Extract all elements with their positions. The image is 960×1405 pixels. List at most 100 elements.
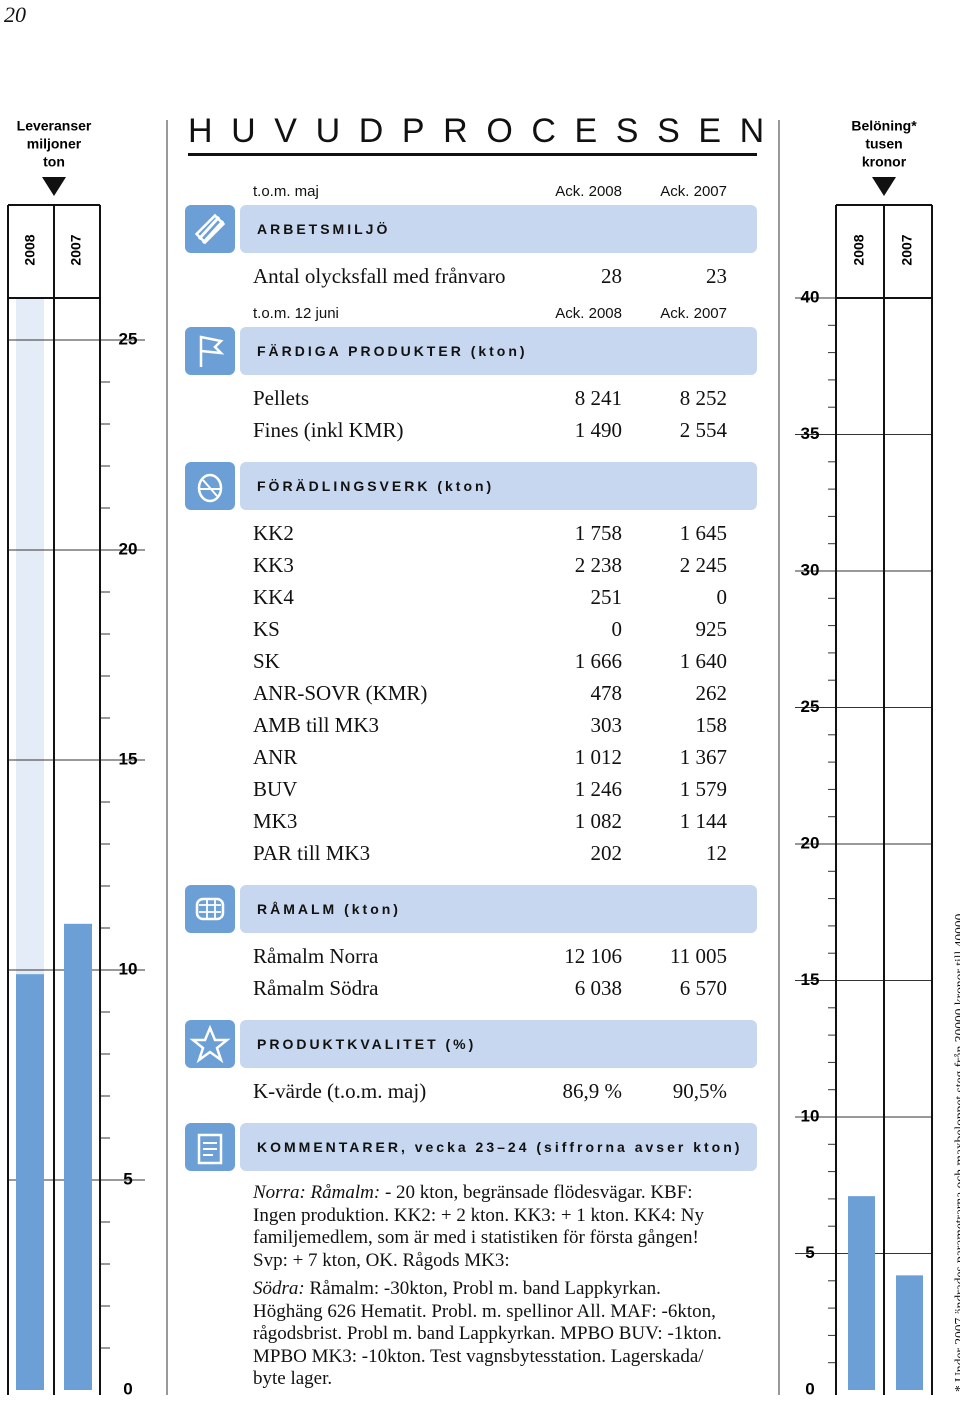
gauge-title: Belöning*: [851, 118, 917, 134]
comment-lead: Södra:: [253, 1278, 305, 1299]
gauge-title: tusen: [865, 136, 902, 152]
icon: [197, 1133, 223, 1165]
gauge-title: kronor: [862, 154, 907, 170]
row-label: KK2: [253, 521, 294, 545]
row-value: 1 490: [574, 418, 622, 442]
row-value: 1 012: [574, 745, 622, 769]
section-banner: PRODUKTKVALITET (%): [240, 1020, 757, 1068]
comment-text: Råmalm: -30kton, Probl m. band Lappkyrka…: [253, 1278, 722, 1389]
category-label: 2008: [851, 234, 867, 265]
section-icon: [185, 327, 235, 375]
bar: [64, 923, 92, 1390]
row-value: 12: [706, 841, 727, 865]
row-value: 1 640: [679, 649, 727, 673]
row-value: 158: [695, 713, 728, 737]
row-value: 478: [590, 681, 623, 705]
y-tick-label: 20: [801, 833, 820, 852]
row-value: 6 038: [574, 976, 622, 1000]
row-value: 1 579: [679, 777, 727, 801]
row-label: KK4: [253, 585, 294, 609]
section-banner: RÅMALM (kton): [240, 885, 757, 933]
section-banner: KOMMENTARER, vecka 23–24 (siffrorna avse…: [240, 1123, 757, 1171]
y-tick-label: 25: [119, 329, 138, 348]
gauge-title: miljoner: [27, 136, 82, 152]
y-tick-label: 5: [805, 1243, 814, 1262]
y-tick-label: 10: [801, 1106, 820, 1125]
row-value: 1 666: [574, 649, 622, 673]
row-value: 12 106: [564, 944, 622, 968]
comment-lead: Norra: Råmalm:: [253, 1182, 381, 1203]
column-header: t.o.m. maj: [253, 183, 319, 200]
category-label: 2008: [22, 234, 38, 265]
section-icon: [185, 1020, 235, 1068]
y-tick-label: 15: [119, 749, 138, 768]
row-value: 86,9 %: [562, 1079, 623, 1103]
row-label: Fines (inkl KMR): [253, 418, 404, 442]
column-header: t.o.m. 12 juni: [253, 305, 339, 322]
row-label: KK3: [253, 553, 294, 577]
section-banner: ARBETSMILJÖ: [240, 205, 757, 253]
row-label: AMB till MK3: [253, 713, 380, 737]
row-label: ANR-SOVR (KMR): [253, 681, 428, 705]
row-value: 8 241: [574, 386, 622, 410]
bar: [848, 1196, 875, 1390]
row-label: Råmalm Norra: [253, 944, 379, 968]
arrow: [872, 177, 896, 196]
row-value: 11 005: [670, 944, 727, 968]
page-title: HUVUDPROCESSEN: [188, 112, 764, 156]
row-value: 251: [590, 585, 623, 609]
row-value: 262: [695, 681, 728, 705]
category-label: 2007: [68, 234, 84, 265]
row-value: 202: [590, 841, 623, 865]
section-icon: [185, 462, 235, 510]
arrow: [42, 177, 66, 196]
row-label: KS: [253, 617, 280, 641]
section-icon: [185, 205, 235, 253]
row-value: 1 082: [574, 809, 622, 833]
row-value: 1 367: [679, 745, 727, 769]
comment: Norra: Råmalm: - 20 kton, begränsade flö…: [253, 1182, 733, 1272]
divider: [778, 120, 780, 1395]
column-header: Ack. 2007: [660, 305, 727, 322]
row-value: 6 570: [679, 976, 727, 1000]
y-tick-label: 10: [119, 959, 138, 978]
row-value: 1 246: [574, 777, 622, 801]
column-header: Ack. 2008: [555, 305, 622, 322]
row-value: 1 645: [679, 521, 727, 545]
section-banner: FÖRÄDLINGSVERK (kton): [240, 462, 757, 510]
y-tick-label: 25: [801, 697, 820, 716]
icon: [199, 335, 225, 367]
row-value: 8 252: [679, 386, 727, 410]
comment-text: - 20 kton, begränsade flödesvägar. KBF: …: [253, 1182, 705, 1271]
page-number: 20: [4, 2, 26, 27]
row-value: 2 554: [679, 418, 727, 442]
y-tick-label: 30: [801, 560, 820, 579]
gauge-title: ton: [43, 154, 65, 170]
column-header: Ack. 2007: [660, 183, 727, 200]
column-header: Ack. 2008: [555, 183, 622, 200]
y-tick-label: 40: [801, 287, 820, 306]
y-tick-label: 0: [123, 1379, 132, 1398]
icon: [195, 897, 225, 921]
y-tick-label: 20: [119, 539, 138, 558]
row-label: K-värde (t.o.m. maj): [253, 1079, 427, 1103]
section-icon: [185, 885, 235, 933]
section-banner: FÄRDIGA PRODUKTER (kton): [240, 327, 757, 375]
icon: [194, 213, 226, 245]
row-value: 23: [706, 264, 727, 288]
row-label: BUV: [253, 777, 298, 801]
row-label: Antal olycksfall med frånvaro: [253, 264, 506, 288]
row-value: 303: [590, 713, 623, 737]
row-value: 1 758: [574, 521, 622, 545]
icon: [189, 1024, 231, 1064]
row-value: 2 245: [679, 553, 727, 577]
row-value: 90,5%: [672, 1079, 727, 1103]
bar: [896, 1275, 923, 1390]
y-tick-label: 5: [123, 1169, 132, 1188]
y-tick-label: 15: [801, 970, 820, 989]
row-value: 28: [601, 264, 622, 288]
row-value: 925: [695, 617, 728, 641]
row-label: Pellets: [253, 386, 309, 410]
